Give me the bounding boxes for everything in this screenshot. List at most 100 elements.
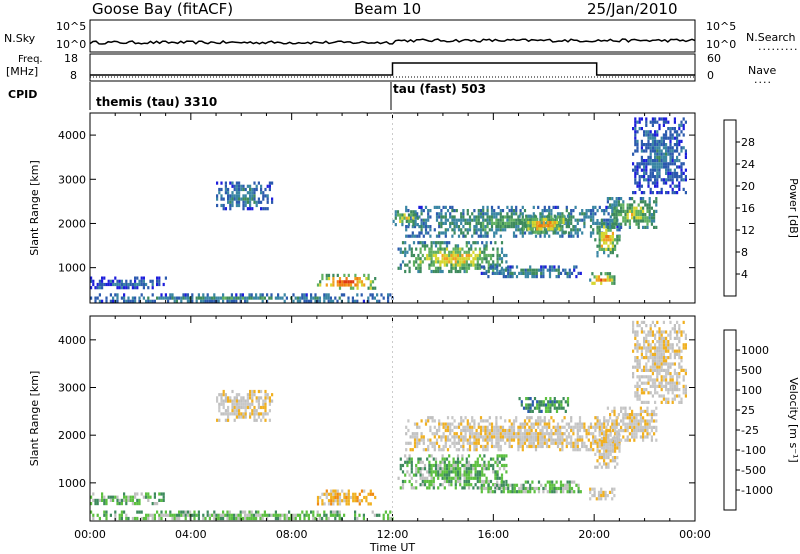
cell [103,510,106,514]
cell [145,282,148,287]
cell [528,416,531,420]
cell [443,476,446,480]
cell [462,234,465,238]
cell [509,483,512,487]
cell [444,422,447,426]
cell [648,216,651,220]
cell [624,409,627,413]
cell [658,159,661,163]
cell [639,219,642,223]
cell [633,425,636,429]
cell [459,266,462,270]
cell [147,286,150,290]
cell [543,205,546,209]
cell [651,171,654,175]
cell [620,206,623,210]
cell [662,133,665,137]
cell [266,200,269,204]
cell [222,296,225,300]
cell [191,299,194,303]
cell [220,197,223,201]
cell [138,296,141,300]
cell [453,419,456,423]
cell [504,486,508,491]
cell [418,425,421,429]
cell [316,502,320,506]
cell [631,416,634,420]
nsky-label: N.Sky [4,32,36,45]
cell [410,210,413,214]
cell [435,428,439,433]
y-tick-label: 1000 [58,477,86,490]
cell [131,495,134,499]
cell [684,391,687,395]
cell [477,212,480,216]
cell [202,513,205,517]
cell [180,510,183,514]
cell [515,483,519,487]
cell [529,221,532,225]
cell [470,463,473,468]
cell [401,479,405,484]
cell [147,498,150,502]
cell [443,473,446,477]
cell [240,197,243,201]
cell [408,247,411,251]
cell [645,346,648,350]
cell [430,263,433,267]
cell [643,368,646,372]
cell [191,513,194,517]
cell [401,219,404,223]
cell [482,483,486,487]
cell [244,197,247,201]
cell [550,215,553,219]
cell [412,253,416,258]
cell [114,282,117,287]
cell [416,425,419,429]
cell [419,467,422,471]
cell [484,428,487,433]
cell [600,238,603,242]
cell [649,365,652,369]
cell [559,425,562,429]
cell [125,516,128,521]
cell [549,403,552,407]
cell [235,194,238,198]
cell [528,419,531,423]
cell [312,513,315,517]
cell [498,257,501,261]
cell [654,133,657,137]
cell [609,215,612,219]
cell [535,268,538,272]
cell [547,406,550,410]
cell [529,214,532,218]
cell [617,209,620,213]
cell [338,513,341,517]
cell [138,498,141,502]
cell [645,400,648,404]
cell [92,279,95,283]
freq-tick-top: 18 [64,52,78,65]
cell [475,221,478,225]
cell [468,218,472,222]
cell [656,191,659,195]
cell [508,444,511,449]
cell [246,516,249,521]
cell [465,483,468,487]
cell [628,206,631,210]
cell [660,388,663,392]
cell [92,498,95,502]
cell [572,209,575,213]
cell [637,203,640,207]
cell [486,209,489,213]
cell [327,273,331,277]
cell [251,399,254,403]
cell [412,210,415,214]
cell [647,333,650,337]
cell [547,403,550,407]
cell [566,490,569,494]
cell [603,209,606,213]
cell [656,181,659,185]
cell [634,165,637,169]
